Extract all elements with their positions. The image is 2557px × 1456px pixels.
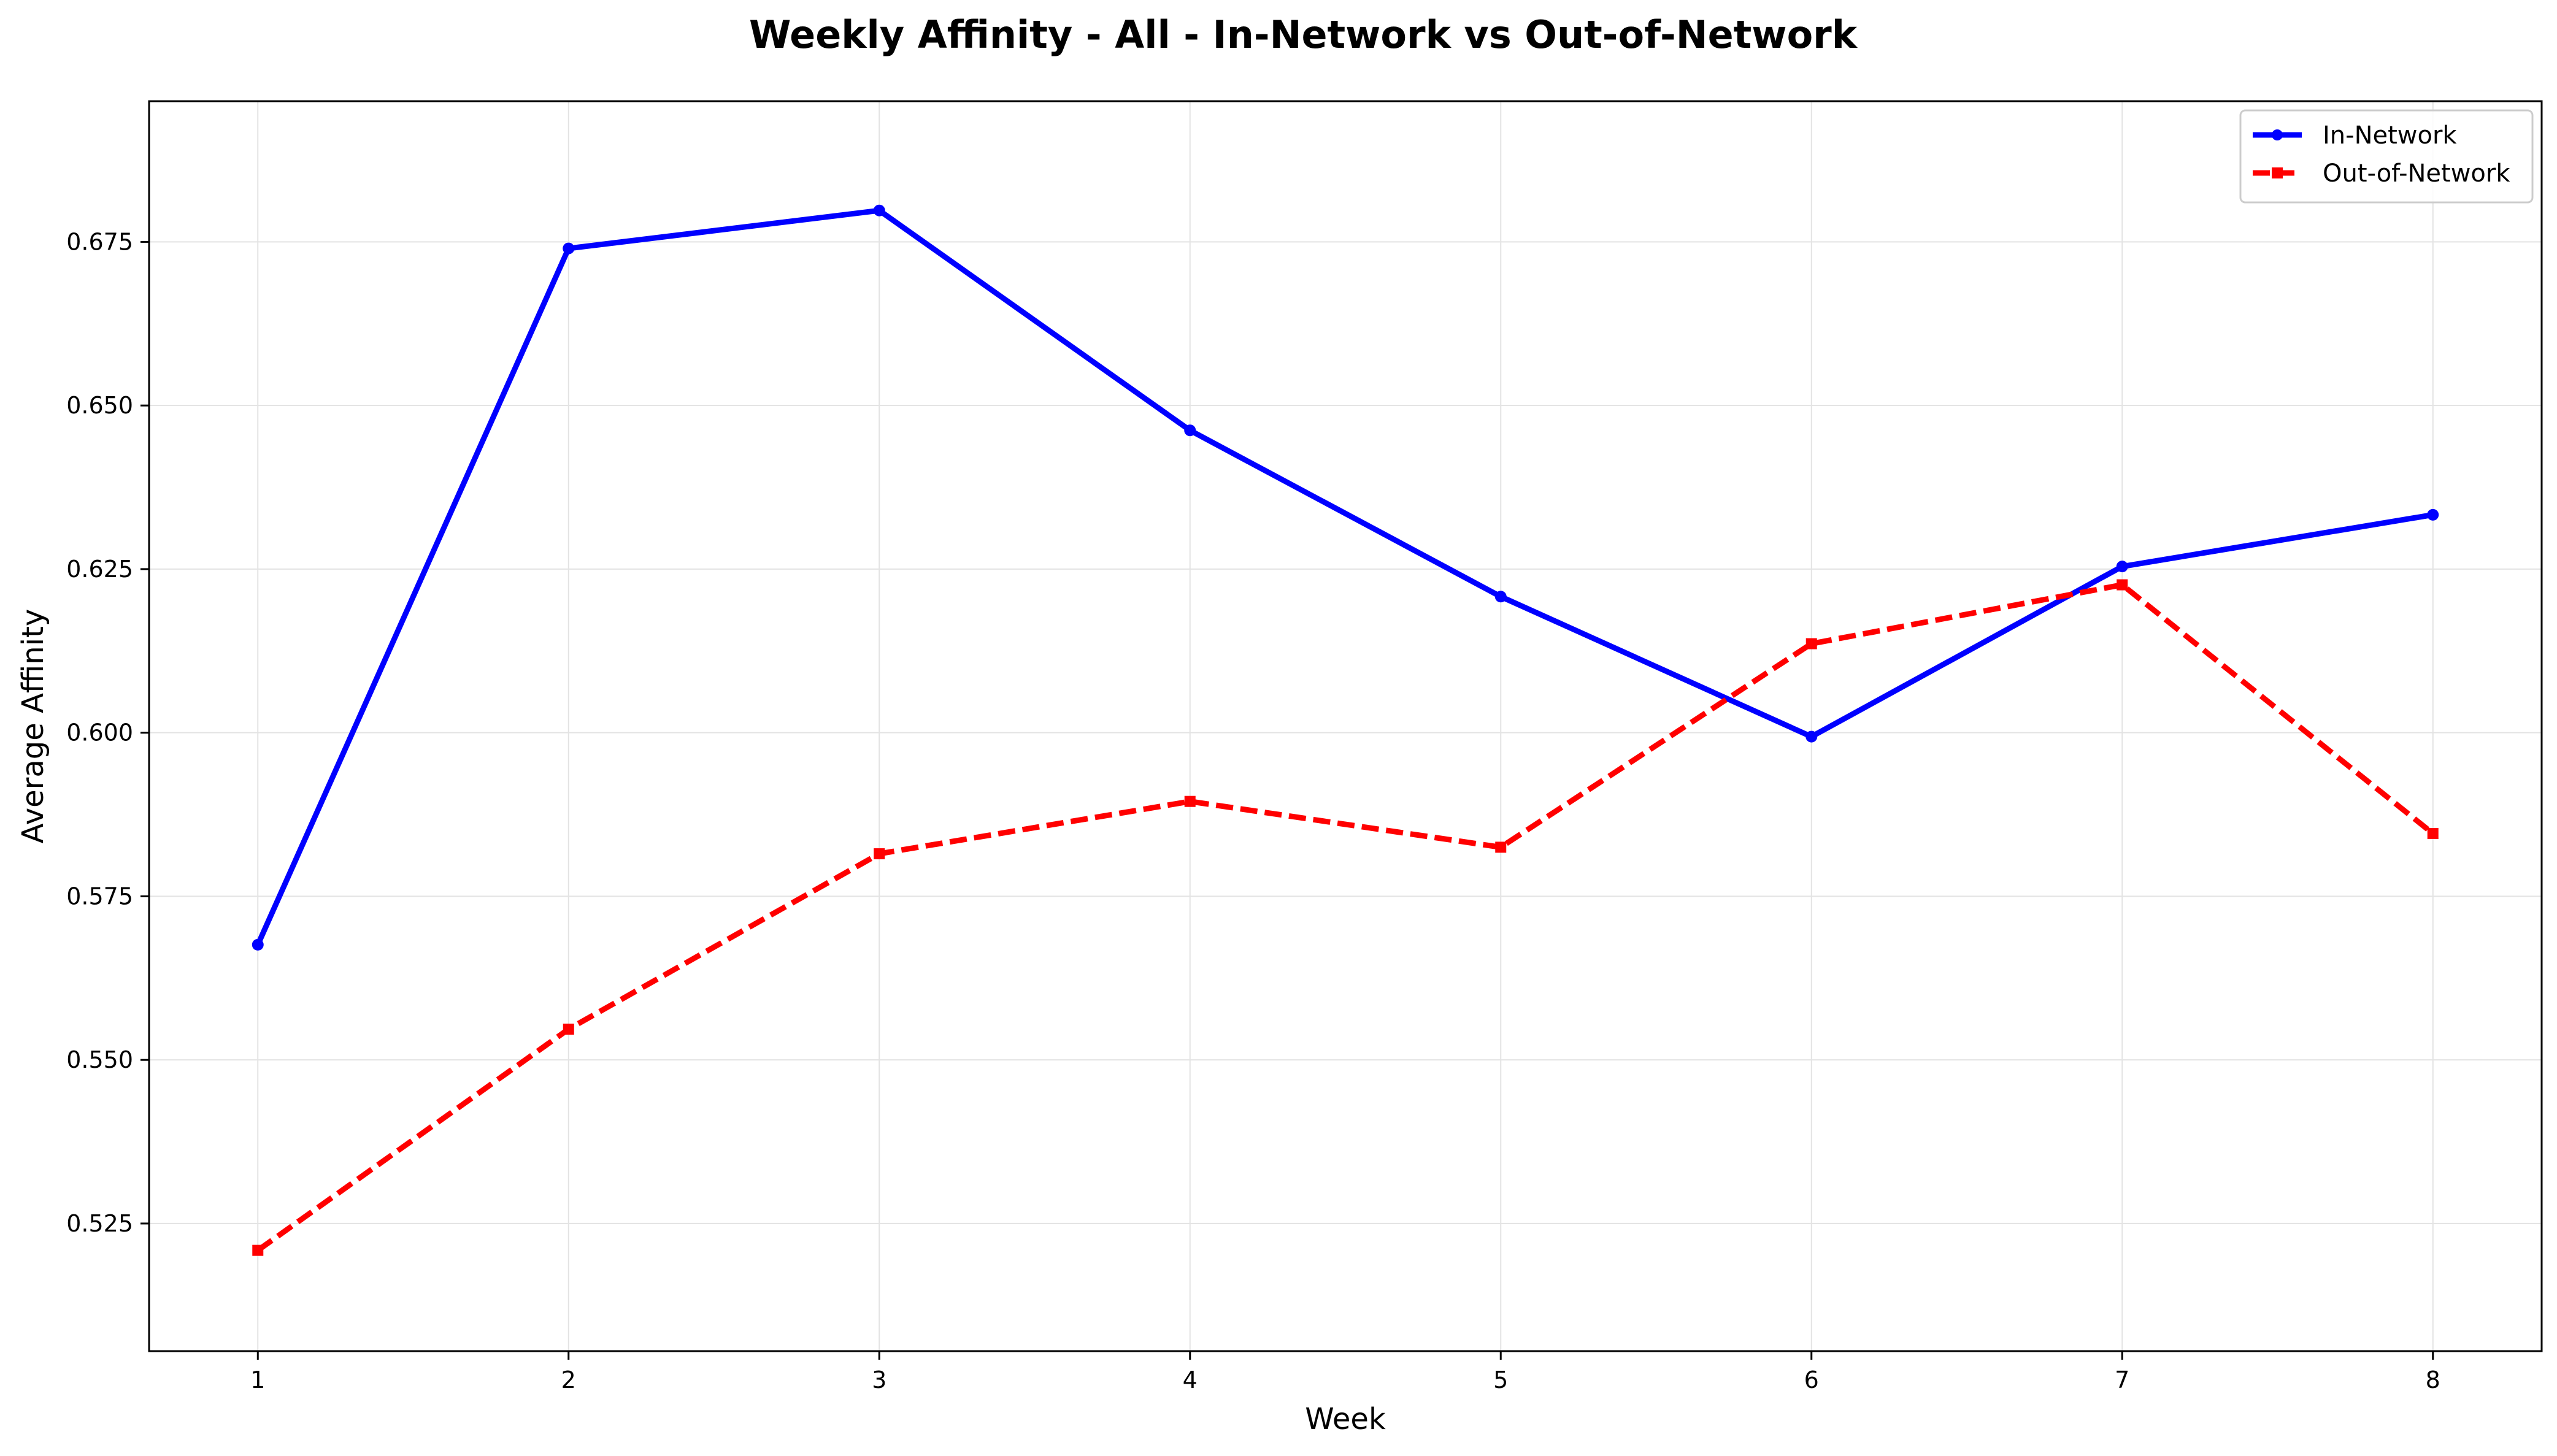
x-axis-label: Week [1305, 1402, 1386, 1436]
legend-marker-out-of-network [2272, 167, 2283, 178]
data-point-out-of-network [563, 1024, 574, 1035]
y-axis-label: Average Affinity [16, 609, 50, 844]
data-point-out-of-network [252, 1244, 264, 1256]
x-tick-label: 8 [2426, 1366, 2440, 1393]
data-point-in-network [1494, 591, 1507, 603]
x-tick-label: 5 [1493, 1366, 1508, 1393]
x-tick-label: 2 [561, 1366, 576, 1393]
data-point-out-of-network [2427, 827, 2439, 839]
x-tick-label: 3 [872, 1366, 886, 1393]
chart-title: Weekly Affinity - All - In-Network vs Ou… [749, 12, 1858, 57]
legend-marker-in-network [2272, 129, 2283, 140]
data-point-out-of-network [2117, 579, 2128, 591]
x-tick-label: 6 [1804, 1366, 1819, 1393]
x-tick-label: 7 [2115, 1366, 2129, 1393]
y-axis: 0.525 0.550 0.575 0.600 0.625 0.650 0.675 [66, 228, 149, 1237]
legend: In-Network Out-of-Network [2239, 109, 2534, 204]
data-point-in-network [563, 242, 575, 255]
data-point-in-network [2116, 561, 2128, 573]
data-point-in-network [252, 938, 264, 951]
y-tick-label: 0.625 [66, 556, 133, 583]
y-tick-label: 0.525 [66, 1210, 133, 1237]
data-point-in-network [2427, 508, 2439, 521]
grid-lines [149, 101, 2542, 1351]
series-layer [252, 204, 2439, 1256]
data-point-in-network [873, 204, 885, 216]
y-tick-label: 0.650 [66, 392, 133, 419]
data-point-out-of-network [1495, 841, 1507, 853]
x-tick-label: 1 [250, 1366, 265, 1393]
data-point-in-network [1805, 730, 1818, 743]
legend-label-out-of-network: Out-of-Network [2323, 159, 2510, 188]
data-point-out-of-network [874, 848, 885, 860]
series-line-out-of-network [256, 582, 2435, 1253]
plot-frame [148, 100, 2543, 1352]
data-point-out-of-network [1805, 638, 1817, 649]
x-axis: 1 2 3 4 5 6 7 8 [250, 1351, 2440, 1393]
y-tick-label: 0.600 [66, 719, 133, 746]
data-point-in-network [1184, 424, 1196, 437]
y-tick-label: 0.575 [66, 883, 133, 910]
legend-box [2239, 109, 2534, 204]
x-tick-label: 4 [1183, 1366, 1198, 1393]
y-tick-label: 0.675 [66, 228, 133, 255]
data-point-out-of-network [1184, 795, 1196, 807]
y-tick-label: 0.550 [66, 1046, 133, 1073]
legend-label-in-network: In-Network [2323, 121, 2457, 150]
